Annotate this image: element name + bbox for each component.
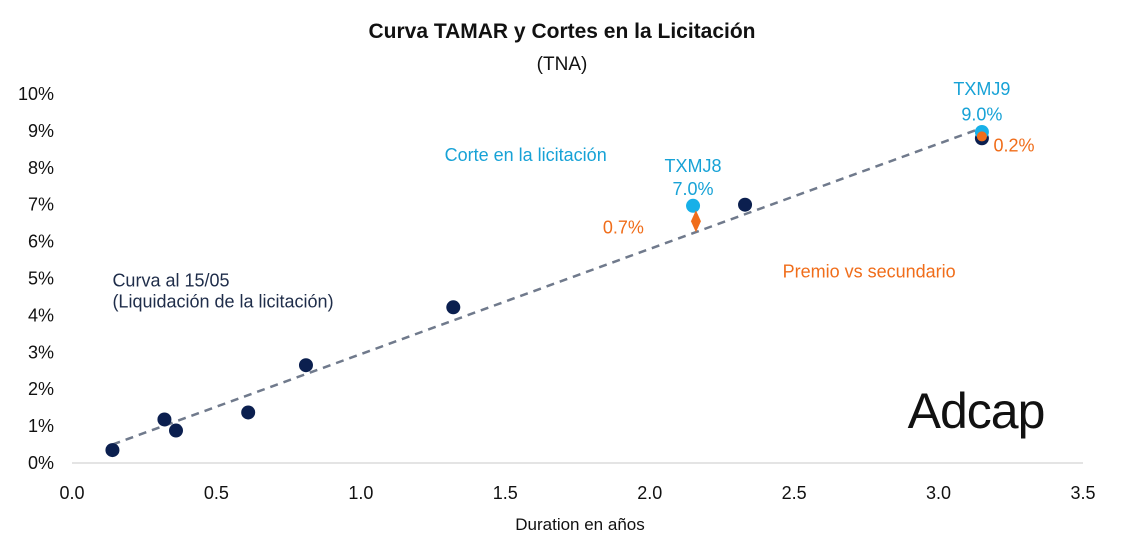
y-tick-label: 8% bbox=[28, 158, 54, 178]
curve-point bbox=[105, 443, 120, 458]
y-tick-label: 6% bbox=[28, 232, 54, 252]
x-tick-label: 1.0 bbox=[348, 483, 373, 503]
y-tick-label: 9% bbox=[28, 121, 54, 141]
annotation-label: 7.0% bbox=[673, 179, 714, 199]
x-axis-ticks: 0.0 0.5 1.0 1.5 2.0 2.5 3.0 3.5 bbox=[59, 483, 1095, 503]
annotation-label: 0.2% bbox=[993, 136, 1034, 156]
annotation-label: 0.7% bbox=[603, 218, 644, 238]
trendline bbox=[112, 126, 983, 446]
annotation-label: Curva al 15/05 bbox=[112, 270, 229, 290]
y-axis-ticks: 0% 1% 2% 3% 4% 5% 6% 7% 8% 9% 10% bbox=[18, 84, 54, 473]
curve-point bbox=[298, 358, 313, 373]
annotation-label: 9.0% bbox=[961, 104, 1002, 124]
x-tick-label: 0.5 bbox=[204, 483, 229, 503]
chart-title: Curva TAMAR y Cortes en la Licitación bbox=[368, 20, 755, 43]
annotation-label: (Liquidación de la licitación) bbox=[112, 291, 333, 311]
x-tick-label: 3.5 bbox=[1070, 483, 1095, 503]
trendline-layer bbox=[112, 126, 983, 446]
x-tick-label: 1.5 bbox=[493, 483, 518, 503]
curve-point bbox=[168, 423, 183, 438]
y-tick-label: 3% bbox=[28, 342, 54, 362]
curve-point bbox=[241, 405, 256, 420]
annotation-label: Corte en la licitación bbox=[445, 145, 607, 165]
premium-marker bbox=[690, 210, 701, 233]
y-tick-label: 2% bbox=[28, 379, 54, 399]
x-tick-label: 0.0 bbox=[59, 483, 84, 503]
curve-point bbox=[738, 197, 753, 212]
x-tick-label: 2.0 bbox=[637, 483, 662, 503]
x-tick-label: 2.5 bbox=[782, 483, 807, 503]
y-tick-label: 7% bbox=[28, 195, 54, 215]
y-tick-label: 0% bbox=[28, 453, 54, 473]
curve-point bbox=[446, 300, 461, 315]
y-tick-label: 1% bbox=[28, 416, 54, 436]
x-tick-label: 3.0 bbox=[926, 483, 951, 503]
annotation-label: TXMJ9 bbox=[953, 79, 1010, 99]
y-tick-label: 4% bbox=[28, 305, 54, 325]
annotations-layer: Corte en la licitación TXMJ8 7.0% 0.7% TXMJ9… bbox=[112, 79, 1034, 311]
auction-cut-point bbox=[686, 198, 701, 213]
adcap-logo: Adcap bbox=[908, 383, 1045, 439]
x-axis-label: Duration en años bbox=[515, 515, 644, 534]
chart-subtitle: (TNA) bbox=[537, 54, 588, 75]
points-layer bbox=[105, 125, 989, 458]
y-tick-label: 10% bbox=[18, 84, 54, 104]
premium-marker bbox=[976, 131, 987, 142]
y-tick-label: 5% bbox=[28, 269, 54, 289]
curve-point bbox=[157, 412, 172, 427]
annotation-label: Premio vs secundario bbox=[783, 261, 956, 281]
annotation-label: TXMJ8 bbox=[665, 156, 722, 176]
